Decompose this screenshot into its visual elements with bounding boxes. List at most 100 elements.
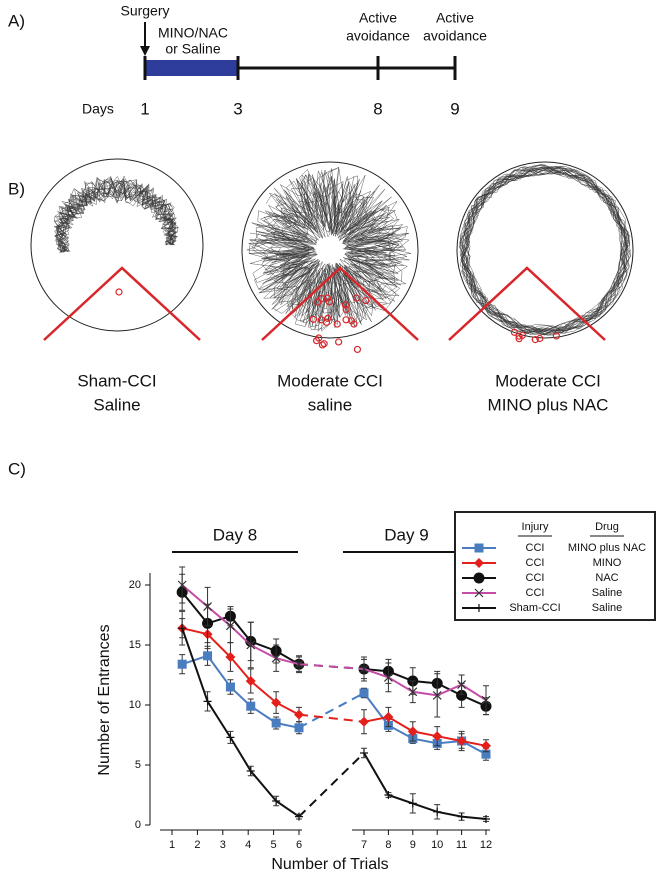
trajectory (54, 184, 179, 252)
marker (481, 740, 491, 751)
entrance (536, 334, 544, 343)
panel-label: A) (8, 11, 25, 30)
day: 9 (450, 99, 459, 118)
trajectory (60, 182, 177, 253)
entrance (362, 296, 370, 305)
trajectory (259, 180, 377, 322)
trajectory (248, 194, 396, 326)
trajectory (462, 169, 631, 335)
legend-injury: CCI (526, 587, 545, 599)
marker (359, 716, 369, 727)
marker (271, 718, 281, 728)
shock-zone (448, 266, 606, 341)
marker (473, 572, 485, 584)
x-tick-label: 11 (456, 839, 467, 851)
x-tick-label: 6 (296, 839, 302, 851)
arenas (30, 158, 634, 354)
series-line (363, 692, 487, 756)
marker (245, 676, 256, 686)
marker (383, 672, 393, 682)
series-line (363, 668, 487, 702)
marker (432, 690, 442, 700)
trajectory (459, 167, 630, 333)
treatment-bar (145, 60, 238, 76)
x-tick-label: 1 (169, 839, 175, 851)
legend-marker (474, 558, 484, 568)
group-label: Saline (93, 395, 140, 414)
entrance (353, 345, 362, 354)
marker (456, 736, 467, 746)
legend-injury: CCI (526, 572, 545, 584)
marker (246, 767, 255, 775)
marker (294, 659, 304, 669)
x-tick-label: 4 (245, 839, 251, 851)
trajectory (249, 177, 408, 333)
x-tick-label: 3 (220, 839, 226, 851)
marker (295, 812, 303, 821)
marker (383, 712, 394, 722)
shock-zone (43, 266, 201, 341)
treatment-label: MINO/NAC (158, 25, 228, 41)
marker (225, 652, 236, 662)
x-tick-label: 10 (431, 839, 443, 851)
entrance (322, 318, 331, 326)
marker (203, 697, 212, 706)
event-label: avoidance (423, 28, 487, 44)
entrance (309, 315, 318, 323)
marker (432, 731, 443, 742)
entrance (531, 336, 539, 344)
treatment-label: or Saline (165, 41, 220, 57)
y-tick-label: 5 (135, 759, 141, 771)
marker (225, 682, 235, 692)
marker (408, 799, 417, 808)
entrance (552, 332, 560, 340)
marker (474, 588, 484, 598)
x-tick-label: 12 (480, 839, 492, 851)
x-axis-title: Number of Trials (271, 856, 388, 873)
marker (482, 815, 490, 823)
legend-marker (474, 588, 484, 598)
legend-drug: MINO (593, 557, 622, 569)
legend-drug: Saline (592, 602, 623, 614)
legend-marker (475, 604, 483, 612)
x-tick-label: 7 (361, 839, 367, 851)
break-connector (298, 663, 365, 670)
trajectory (463, 170, 626, 334)
legend-injury: Sham-CCI (509, 602, 560, 614)
timeline-ticks (143, 56, 457, 80)
arena (456, 161, 634, 339)
entrance (510, 328, 518, 336)
x-tick-label: 8 (385, 839, 391, 851)
y-axis-title: Number of Entrances (96, 624, 113, 775)
y-tick-label: 20 (129, 579, 141, 591)
series-line (181, 627, 300, 818)
legend-injury: CCI (526, 557, 545, 569)
legend-header: Injury (522, 521, 549, 533)
marker (474, 558, 484, 568)
days-label: Days (82, 101, 114, 117)
legend-box (454, 511, 656, 621)
event-label: Active (359, 10, 397, 26)
marker (433, 807, 442, 816)
group-label: Moderate CCI (277, 371, 383, 390)
entrance (515, 335, 523, 343)
trajectory (263, 168, 409, 322)
marker (177, 659, 187, 669)
annotation: Day 8 (213, 525, 257, 544)
break-connector (298, 713, 365, 723)
entrance (324, 294, 332, 302)
x-tick-label: 5 (271, 839, 277, 851)
entrance (312, 337, 321, 345)
event-label: avoidance (346, 28, 410, 44)
entrance (325, 298, 333, 306)
day: 8 (373, 99, 382, 118)
marker (203, 602, 212, 612)
entrance (335, 338, 343, 346)
entrance (115, 288, 123, 296)
day: 3 (233, 99, 242, 118)
shock-zone (261, 266, 419, 341)
legend-drug: NAC (595, 572, 618, 584)
x-tick-label: 2 (194, 839, 200, 851)
legend-drug: Saline (592, 587, 623, 599)
